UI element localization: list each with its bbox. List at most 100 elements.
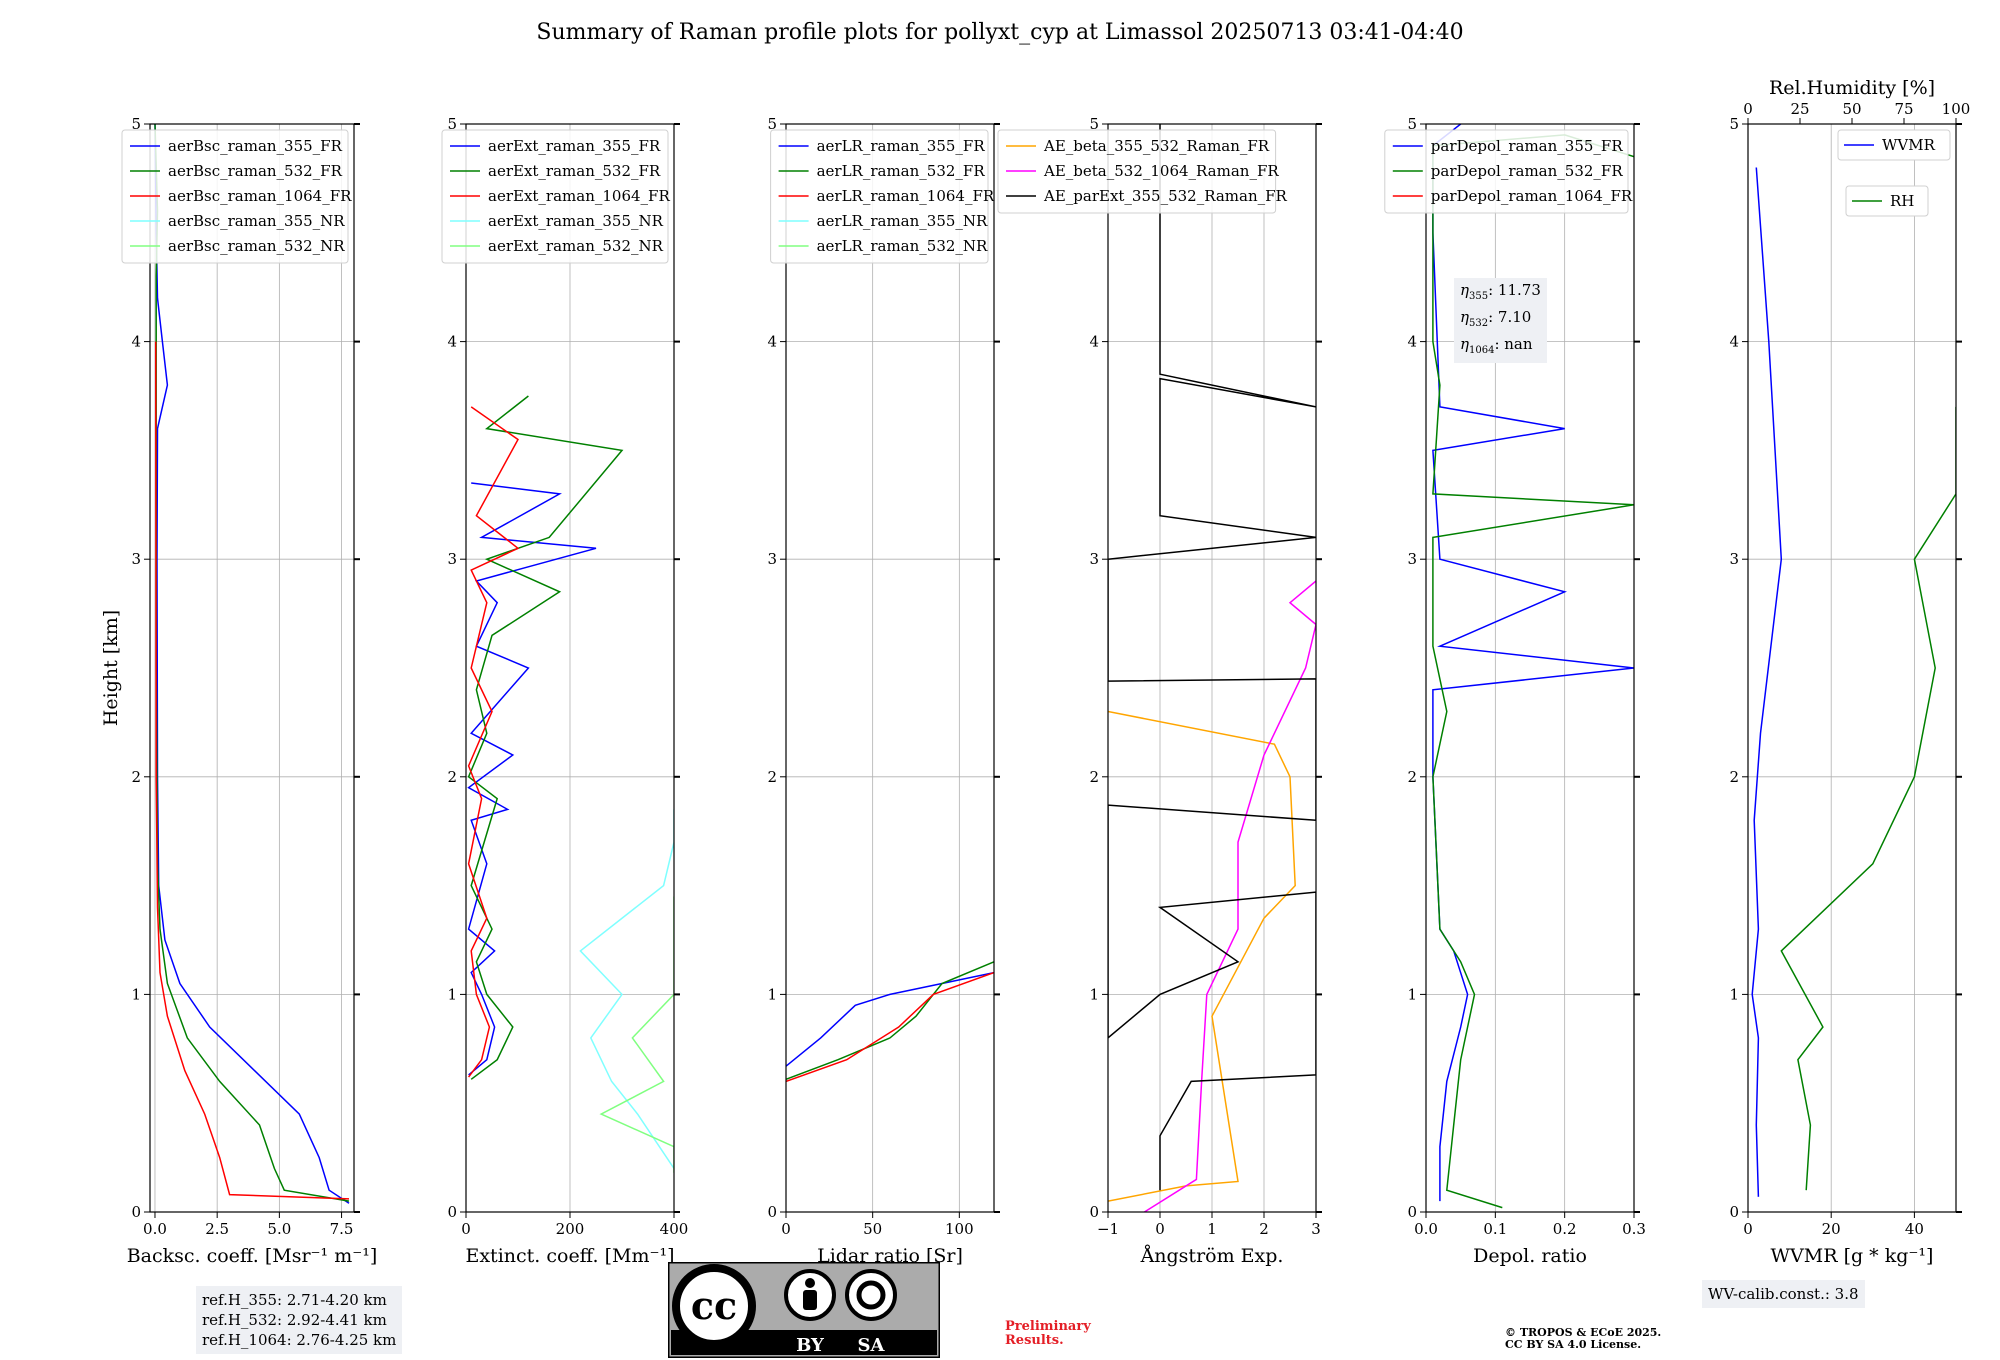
x-tick-label: 0.2 xyxy=(1553,1220,1577,1238)
legend-box xyxy=(1845,185,1929,217)
y-tick-label: 5 xyxy=(767,115,777,133)
series-line-aerBsc_raman_532_FR xyxy=(154,124,350,1202)
series-line-aerExt_raman_1064_FR xyxy=(467,406,520,1078)
legend-label: AE_beta_355_532_Raman_FR xyxy=(1043,137,1270,155)
y-tick-label: 4 xyxy=(1089,333,1099,351)
top-tick-label: 25 xyxy=(1790,100,1809,118)
series-line-parDepol_raman_532_FR xyxy=(1432,134,1634,1209)
panel-5: 0.0 0.1 0.2 0.3 0 1 2 3 4 5 Depol. ratio parDepol_r… xyxy=(1384,115,1646,1267)
series-line-aerExt_raman_532_FR xyxy=(467,395,624,1080)
eta-box: η355: 11.73 η532: 7.10 η1064: nan xyxy=(1454,278,1547,363)
y-tick-label: 3 xyxy=(1089,550,1099,568)
series-line-aerBsc_raman_355_FR xyxy=(154,124,350,1204)
legend-label: aerLR_raman_1064_FR xyxy=(817,187,995,205)
badge-by: BY xyxy=(796,1335,825,1356)
y-tick-label: 5 xyxy=(131,115,141,133)
series-line-AE_parExt_355_532_Raman_FR xyxy=(1108,124,1316,1191)
x-axis-label: Extinct. coeff. [Mm⁻¹] xyxy=(465,1245,674,1267)
share-alike-icon xyxy=(845,1269,897,1321)
y-tick-label: 1 xyxy=(131,985,141,1003)
legend-label: aerLR_raman_355_FR xyxy=(817,137,986,155)
axes-frame xyxy=(1747,123,1957,1213)
legend-label: parDepol_raman_355_FR xyxy=(1431,137,1624,155)
legend-label: aerBsc_raman_355_NR xyxy=(168,212,345,230)
y-tick-label: 1 xyxy=(1407,985,1417,1003)
legend: AE_beta_355_532_Raman_FR AE_beta_532_1064… xyxy=(997,129,1288,214)
legend: parDepol_raman_355_FR parDepol_raman_532_… xyxy=(1384,129,1633,214)
legend: aerExt_raman_355_FR aerExt_raman_532_FRae… xyxy=(441,129,670,264)
legend-box xyxy=(997,129,1277,214)
eta-line-1064: η1064: nan xyxy=(1460,335,1533,356)
x-tick-label: 0.1 xyxy=(1483,1220,1507,1238)
legend: aerLR_raman_355_FR aerLR_raman_532_FR aerL… xyxy=(770,129,995,264)
series-line-WVMR xyxy=(1751,167,1783,1197)
y-tick-label: 0 xyxy=(447,1203,457,1221)
y-tick-label: 1 xyxy=(1729,985,1739,1003)
figure-title: Summary of Raman profile plots for polly… xyxy=(536,20,1464,45)
y-tick-label: 2 xyxy=(131,768,141,786)
x-tick-label: 200 xyxy=(556,1220,585,1238)
legend-label: aerBsc_raman_1064_FR xyxy=(168,187,352,205)
cc-logo-text: cc xyxy=(691,1283,737,1328)
legend-label: aerBsc_raman_532_FR xyxy=(168,162,343,180)
legend-label: aerBsc_raman_355_FR xyxy=(168,137,343,155)
series-line-aerBsc_raman_1064_FR xyxy=(154,341,350,1200)
x-tick-label: 400 xyxy=(660,1220,689,1238)
y-tick-label: 2 xyxy=(767,768,777,786)
x-tick-label: 100 xyxy=(945,1220,974,1238)
series-line-aerLR_raman_355_FR xyxy=(786,971,994,1067)
y-tick-label: 0 xyxy=(1407,1203,1417,1221)
y-tick-label: 5 xyxy=(447,115,457,133)
series-line-aerExt_raman_355_FR xyxy=(467,482,597,1076)
x-axis-label: WVMR [g * kg⁻¹] xyxy=(1771,1245,1934,1267)
series-line-AE_beta_355_532_Raman_FR xyxy=(1108,710,1296,1202)
y-tick-label: 2 xyxy=(1729,768,1739,786)
x-axis-label: Depol. ratio xyxy=(1473,1245,1587,1267)
x-axis-label: Ångström Exp. xyxy=(1140,1245,1284,1267)
legend-box xyxy=(121,129,349,264)
series-line-AE_beta_532_1064_Raman_FR xyxy=(1144,580,1316,1212)
top-axis-label: Rel.Humidity [%] xyxy=(1769,77,1935,99)
ref-line-532: ref.H_532: 2.92-4.41 km xyxy=(202,1311,387,1329)
legend-label: aerBsc_raman_532_NR xyxy=(168,237,345,255)
y-tick-label: 3 xyxy=(447,550,457,568)
legend-label: aerLR_raman_355_NR xyxy=(817,212,988,230)
eta-line-532: η532: 7.10 xyxy=(1460,308,1532,329)
x-tick-label: 20 xyxy=(1822,1220,1841,1238)
cc-logo-icon xyxy=(672,1264,756,1348)
x-tick-label: 0.0 xyxy=(143,1220,167,1238)
preliminary-note: Preliminary Results. xyxy=(1005,1319,1091,1348)
legend-label: aerExt_raman_532_NR xyxy=(488,237,664,255)
top-tick-label: 75 xyxy=(1894,100,1913,118)
top-tick-label: 50 xyxy=(1842,100,1861,118)
series-line-aerExt_raman_355_NR xyxy=(579,809,674,1169)
reference-height-box: ref.H_355: 2.71-4.20 km ref.H_532: 2.92-… xyxy=(196,1286,403,1354)
panel-6: 0 20 40 0 1 2 3 4 5 WVMR [g * kg⁻¹] 0 25 50 75 100 Rel.… xyxy=(1729,77,1970,1267)
y-tick-label: 1 xyxy=(767,985,777,1003)
axes-frame xyxy=(149,123,355,1213)
x-tick-label: 1 xyxy=(1207,1220,1217,1238)
y-tick-label: 3 xyxy=(767,550,777,568)
x-tick-label: 3 xyxy=(1311,1220,1321,1238)
top-tick-label: 100 xyxy=(1942,100,1971,118)
series-line-aerLR_raman_1064_FR xyxy=(786,971,994,1083)
legend: aerBsc_raman_355_FR aerBsc_raman_532_FRae… xyxy=(121,129,352,264)
cc-by-sa-badge: cc BY SA xyxy=(668,1262,940,1358)
x-tick-label: 0 xyxy=(781,1220,791,1238)
y-tick-label: 0 xyxy=(131,1203,141,1221)
x-tick-label: 50 xyxy=(863,1220,882,1238)
legend-label: aerLR_raman_532_FR xyxy=(817,162,986,180)
y-tick-label: 5 xyxy=(1407,115,1417,133)
y-tick-label: 2 xyxy=(1089,768,1099,786)
y-tick-label: 5 xyxy=(1089,115,1099,133)
copyright-note: © TROPOS & ECoE 2025. CC BY SA 4.0 Licen… xyxy=(1505,1326,1662,1351)
series-line-aerExt_raman_532_NR xyxy=(599,896,674,1173)
series-line-RH xyxy=(1780,406,1956,1191)
y-tick-label: 1 xyxy=(1089,985,1099,1003)
x-tick-label: 0.0 xyxy=(1414,1220,1438,1238)
y-tick-label: 1 xyxy=(447,985,457,1003)
legend-label: parDepol_raman_1064_FR xyxy=(1431,187,1633,205)
